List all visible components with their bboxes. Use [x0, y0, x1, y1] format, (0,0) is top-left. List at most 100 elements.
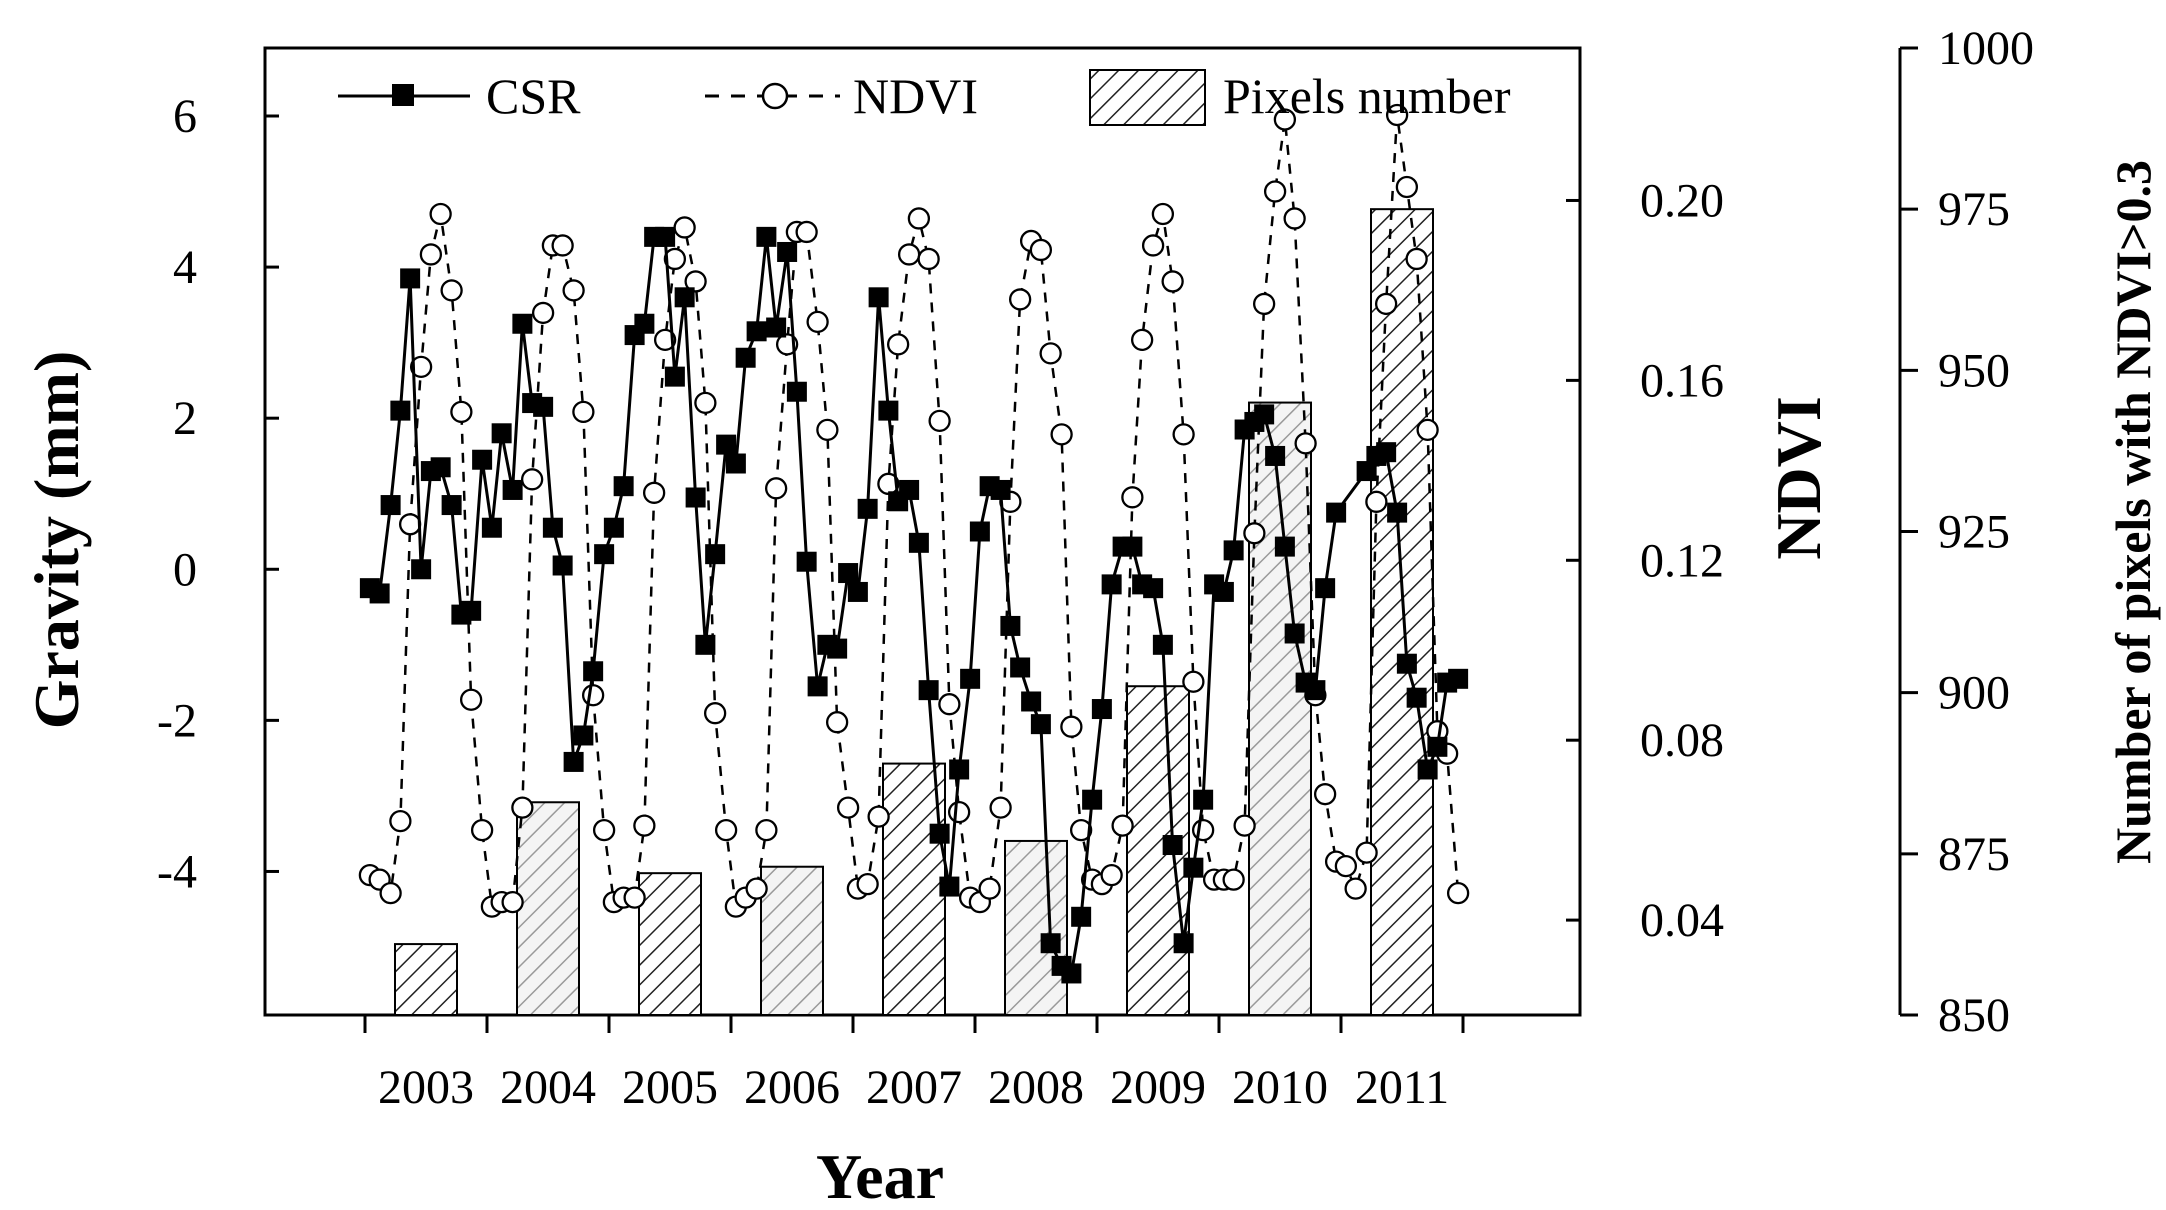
csr-point: [1183, 857, 1204, 878]
ndvi-point: [1130, 328, 1154, 352]
ndvi-point: [1039, 342, 1062, 365]
ndvi-point: [1263, 180, 1287, 203]
csr-point: [725, 453, 746, 474]
ndvi-point: [1252, 292, 1276, 316]
csr-point: [827, 638, 848, 659]
ndvi-point: [1283, 207, 1306, 230]
ndvi-point: [836, 796, 860, 819]
csr-point: [594, 544, 615, 565]
ndvi-point: [1374, 292, 1398, 316]
csr-point: [430, 457, 451, 478]
ndvi-point: [978, 877, 1001, 900]
csr-point: [746, 321, 767, 342]
ndvi-point: [703, 702, 727, 725]
csr-point: [1326, 502, 1347, 523]
pixels-axis-title: Number of pixels with NDVI>0.3: [2105, 160, 2161, 864]
ndvi-point: [1008, 288, 1032, 311]
ndvi-point: [1385, 103, 1409, 127]
csr-point: [1406, 687, 1427, 708]
csr-point: [1021, 691, 1042, 712]
csr-point: [1152, 634, 1173, 655]
pixels-number-bars: [394, 208, 1434, 1017]
csr-point: [380, 495, 401, 516]
legend-csr-label: CSR: [486, 68, 581, 124]
legend: CSR NDVI Pixels number: [338, 68, 1511, 126]
csr-point: [969, 521, 990, 542]
csr-point: [613, 476, 634, 497]
ndvi-point: [938, 693, 961, 716]
ndvi-point: [1334, 854, 1358, 878]
ndvi-tick-label: 0.12: [1640, 534, 1724, 587]
csr-point: [1448, 668, 1469, 689]
ndvi-point: [1029, 238, 1053, 262]
csr-point: [990, 479, 1011, 500]
ndvi-tick-label: 0.08: [1640, 714, 1724, 767]
csr-point: [1356, 461, 1377, 482]
pixels-bar-2011: [1370, 208, 1434, 1016]
ndvi-point: [917, 247, 940, 271]
x-tick-label: 2009: [1110, 1061, 1206, 1114]
legend-pixels-label: Pixels number: [1223, 68, 1511, 124]
ndvi-point: [1446, 881, 1470, 905]
csr-point: [1315, 578, 1336, 599]
x-tick-label: 2008: [988, 1061, 1084, 1114]
pixels-tick-label: 875: [1938, 828, 2010, 881]
csr-point: [838, 563, 859, 584]
ndvi-point: [684, 270, 707, 293]
csr-point: [918, 680, 939, 701]
csr-point: [674, 287, 695, 308]
csr-point: [1284, 623, 1305, 644]
csr-point: [716, 434, 737, 455]
csr-point: [878, 400, 899, 421]
ndvi-point: [1121, 486, 1144, 509]
csr-point: [899, 479, 920, 500]
csr-point: [777, 241, 798, 262]
csr-point: [949, 759, 970, 780]
csr-point: [1061, 963, 1082, 984]
csr-point: [807, 676, 828, 697]
csr-point: [1071, 906, 1092, 927]
csr-point: [695, 634, 716, 655]
ndvi-point: [572, 400, 595, 424]
left-tick-label: 0: [173, 543, 197, 596]
csr-point: [502, 479, 523, 500]
csr-point: [533, 396, 554, 417]
csr-point: [1265, 445, 1286, 466]
ndvi-point: [897, 243, 921, 266]
ndvi-tick-label: 0.20: [1640, 174, 1724, 227]
legend-csr-marker: [392, 84, 414, 106]
ndvi-point: [886, 333, 910, 356]
csr-point: [847, 581, 868, 602]
x-tick-label: 2007: [866, 1061, 962, 1114]
csr-point: [908, 532, 929, 553]
csr-point: [1305, 680, 1326, 701]
csr-point: [512, 313, 533, 334]
csr-point: [786, 381, 807, 402]
ndvi-point: [389, 810, 412, 833]
ndvi-point: [633, 814, 656, 837]
csr-point: [1162, 835, 1183, 856]
ndvi-point: [816, 418, 839, 442]
ndvi-point: [1313, 783, 1337, 806]
csr-point: [685, 487, 706, 508]
legend-pixels-swatch: [1089, 69, 1206, 126]
csr-point: [491, 423, 512, 444]
ndvi-point: [1416, 418, 1439, 442]
csr-point: [1122, 536, 1143, 557]
ndvi-point: [429, 202, 452, 226]
left-tick-label: -4: [157, 845, 197, 898]
csr-point: [868, 287, 889, 308]
csr-point: [939, 876, 960, 897]
csr-point: [1223, 540, 1244, 561]
x-tick-label: 2010: [1232, 1061, 1328, 1114]
ndvi-point: [440, 279, 463, 302]
csr-point: [1030, 714, 1051, 735]
ndvi-point: [1222, 868, 1245, 891]
csr-point: [655, 226, 676, 247]
ndvi-point: [409, 355, 433, 379]
csr-point: [796, 551, 817, 572]
ndvi-point: [1060, 715, 1083, 738]
ndvi-point: [520, 468, 544, 491]
pixels-bar-2003: [394, 943, 458, 1016]
